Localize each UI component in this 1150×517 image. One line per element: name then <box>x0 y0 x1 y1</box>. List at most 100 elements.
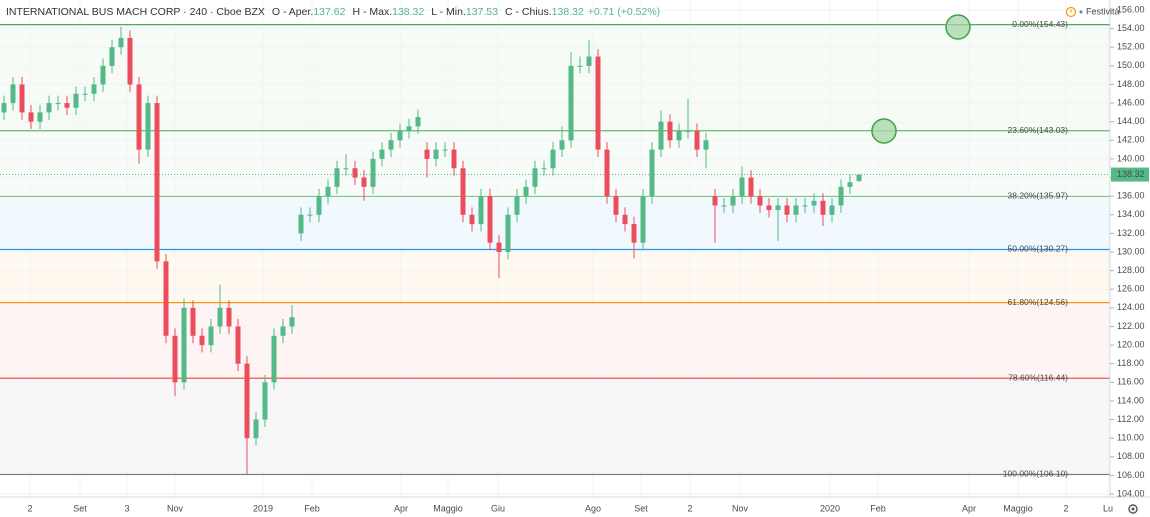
fib-label: 100.00%(106.10) <box>1003 469 1068 479</box>
candle-body <box>460 168 466 215</box>
candle-body <box>694 131 700 150</box>
y-tick-label: 130.00 <box>1117 246 1145 256</box>
candle-body <box>829 205 835 215</box>
y-axis: 104.00 106.00 108.00 110.00 112.00 114.00 116.… <box>1110 4 1149 498</box>
candle-body <box>604 149 610 197</box>
candle-body <box>811 200 817 206</box>
x-tick-label: Maggio <box>1003 503 1033 513</box>
x-tick-label: Set <box>73 503 87 513</box>
candle-body <box>1 103 7 113</box>
candle-body <box>685 131 691 132</box>
fib-label: 50.00%(130.27) <box>1008 244 1069 254</box>
candle-body <box>37 112 43 122</box>
candle-body <box>298 214 304 234</box>
candle-body <box>487 196 493 243</box>
y-tick-label: 104.00 <box>1117 488 1145 498</box>
quote-label: H - Max. <box>352 6 392 18</box>
candle-body <box>388 140 394 150</box>
x-tick-label: Apr <box>394 503 408 513</box>
candle-body <box>235 326 241 364</box>
fib-band <box>0 196 1110 250</box>
candle-body <box>496 242 502 252</box>
quote-value: 138.32 <box>392 6 424 18</box>
y-tick-label: 106.00 <box>1117 470 1145 480</box>
candle-body <box>712 196 718 206</box>
settings-gear-center[interactable] <box>1131 507 1135 511</box>
candle-body <box>343 168 349 170</box>
candle-body <box>361 177 367 187</box>
candle-body <box>442 149 448 151</box>
candle-body <box>568 65 574 141</box>
fib-band <box>0 378 1110 475</box>
candle-body <box>172 335 178 383</box>
candle-body <box>46 103 52 113</box>
candle-body <box>514 196 520 215</box>
candle-body <box>757 196 763 206</box>
candle-body <box>478 196 484 225</box>
candle-body <box>217 307 223 327</box>
y-tick-label: 118.00 <box>1117 358 1144 368</box>
candle-body <box>550 149 556 169</box>
candle-body <box>577 65 583 67</box>
candle-body <box>505 214 511 252</box>
candle-body <box>325 186 331 197</box>
candle-body <box>595 56 601 150</box>
candle-body <box>379 149 385 159</box>
fib-label: 23.60%(143.03) <box>1008 125 1069 135</box>
quote-label: O - Aper. <box>272 6 313 18</box>
fib-label: 78.60%(116.44) <box>1008 372 1068 382</box>
candle-body <box>856 174 862 182</box>
y-tick-label: 156.00 <box>1117 4 1145 14</box>
fib-label: 61.80%(124.56) <box>1008 297 1069 307</box>
x-tick-label: Lu <box>1103 503 1113 513</box>
candle-body <box>793 205 799 215</box>
quote-change: +0.71 (+0.52%) <box>588 6 660 18</box>
candle-body <box>19 84 25 113</box>
candle-body <box>586 56 592 66</box>
candle-body <box>253 419 259 439</box>
y-tick-label: 116.00 <box>1117 377 1144 387</box>
x-tick-label: 2019 <box>253 503 273 513</box>
x-tick-label: Apr <box>962 503 976 513</box>
candle-body <box>352 168 358 178</box>
x-tick-label: Giu <box>491 503 505 513</box>
quote-label: C - Chius. <box>505 6 552 18</box>
candle-body <box>424 149 430 159</box>
y-tick-label: 126.00 <box>1117 284 1145 294</box>
last-price-box <box>1111 167 1149 182</box>
y-tick-label: 148.00 <box>1117 79 1145 89</box>
marker-circle <box>871 118 897 144</box>
y-tick-label: 114.00 <box>1117 395 1144 405</box>
candle-body <box>145 103 151 150</box>
x-tick-label: 2 <box>27 503 32 513</box>
candle-body <box>703 140 709 150</box>
candle-body <box>154 103 160 262</box>
candle-body <box>316 196 322 215</box>
candle-body <box>667 121 673 141</box>
y-tick-label: 124.00 <box>1117 302 1145 312</box>
settings-icon[interactable] <box>1128 504 1138 514</box>
candle-body <box>649 149 655 197</box>
candle-body <box>433 149 439 159</box>
fib-label: 0.00%(154.43) <box>1012 19 1068 29</box>
candle-body <box>415 117 421 127</box>
candle-body <box>334 168 340 187</box>
candle-body <box>451 149 457 169</box>
header-title: INTERNATIONAL BUS MACH CORP · 240 · Cboe… <box>6 6 265 18</box>
y-tick-label: 120.00 <box>1117 339 1145 349</box>
y-tick-label: 146.00 <box>1117 97 1145 107</box>
y-tick-label: 122.00 <box>1117 321 1145 331</box>
x-tick-label: Maggio <box>433 503 463 513</box>
x-tick-label: Feb <box>870 503 886 513</box>
candle-body <box>136 84 142 150</box>
candle-body <box>190 307 196 336</box>
fib-band <box>0 249 1110 303</box>
settings-gear[interactable] <box>1128 504 1138 514</box>
x-tick-label: Ago <box>585 503 601 513</box>
fib-bands <box>0 24 1110 475</box>
y-tick-label: 132.00 <box>1117 228 1145 238</box>
x-tick-label: 3 <box>124 503 129 513</box>
y-tick-label: 144.00 <box>1117 116 1145 126</box>
